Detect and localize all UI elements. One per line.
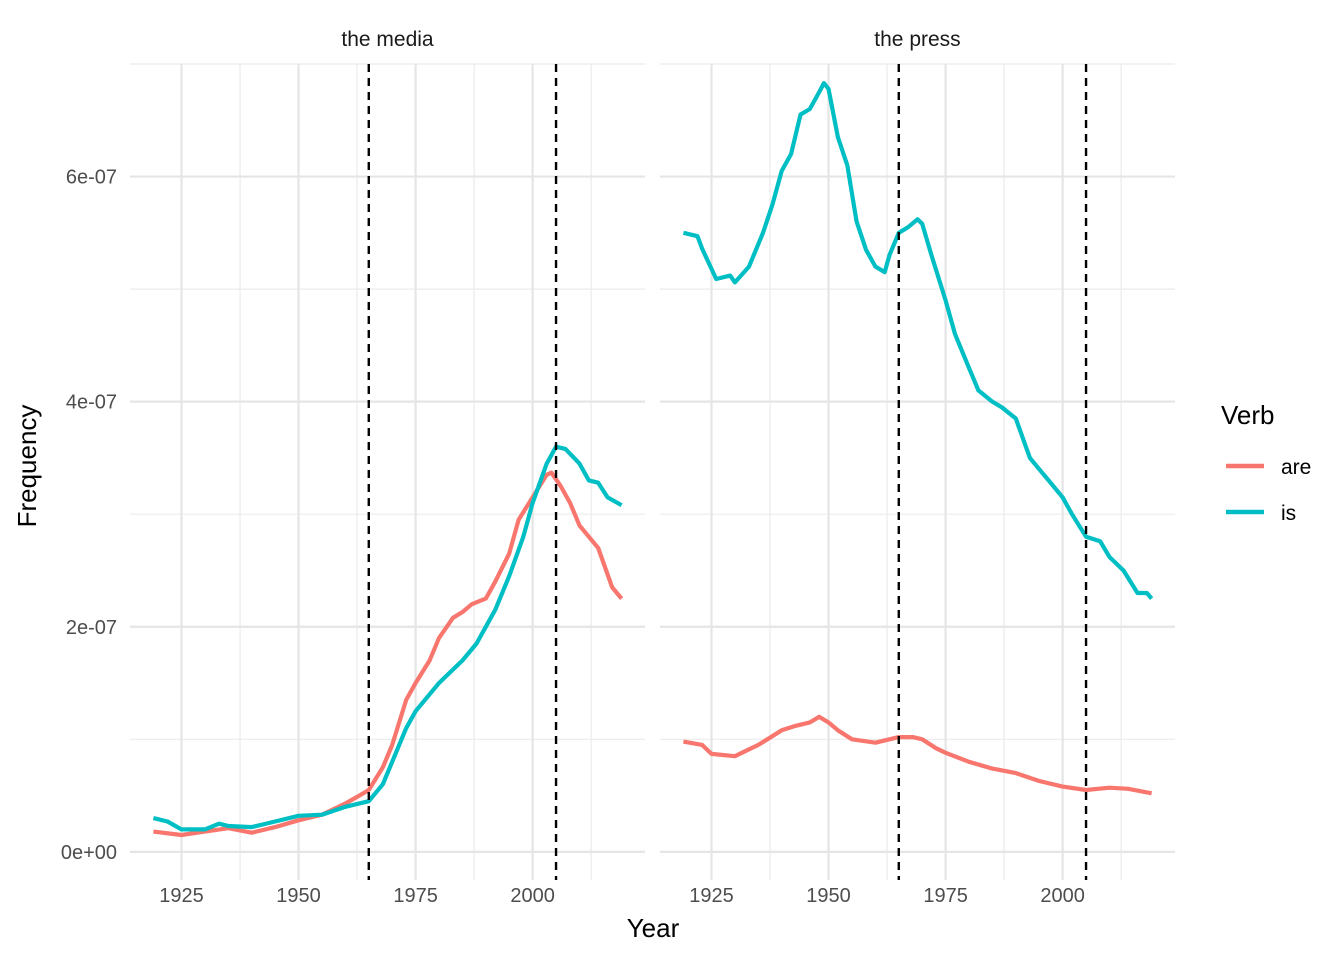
x-tick-label: 1950 <box>276 885 321 907</box>
legend-label-are: are <box>1281 456 1311 479</box>
y-axis-title: Frequency <box>12 405 42 528</box>
x-axis-title: Year <box>627 913 680 943</box>
x-tick-label: 1950 <box>806 885 851 907</box>
series-line-is <box>682 81 1154 600</box>
facet-title: the media <box>341 28 434 51</box>
series-line-are <box>153 470 624 838</box>
y-tick-label: 2e-07 <box>66 617 117 639</box>
x-tick-label: 1925 <box>689 885 734 907</box>
x-tick-label: 1975 <box>393 885 438 907</box>
legend: Verb are is <box>1221 400 1311 525</box>
x-tick-label: 1925 <box>159 885 204 907</box>
x-tick-label: 2000 <box>1040 885 1085 907</box>
y-tick-label: 0e+00 <box>61 842 117 864</box>
panel-1: the press 1925 1950 1975 2000 <box>660 28 1175 907</box>
x-tick-label: 1975 <box>923 885 968 907</box>
facet-title: the press <box>874 28 960 51</box>
series-line-is <box>152 444 623 832</box>
panel-0: the media 1925 1950 1975 2000 <box>130 28 645 907</box>
y-tick-label: 4e-07 <box>66 392 117 414</box>
legend-label-is: is <box>1281 502 1296 525</box>
x-tick-label: 2000 <box>510 885 555 907</box>
y-tick-label: 6e-07 <box>66 167 117 189</box>
series-line-are <box>683 714 1152 796</box>
legend-title: Verb <box>1221 400 1275 430</box>
